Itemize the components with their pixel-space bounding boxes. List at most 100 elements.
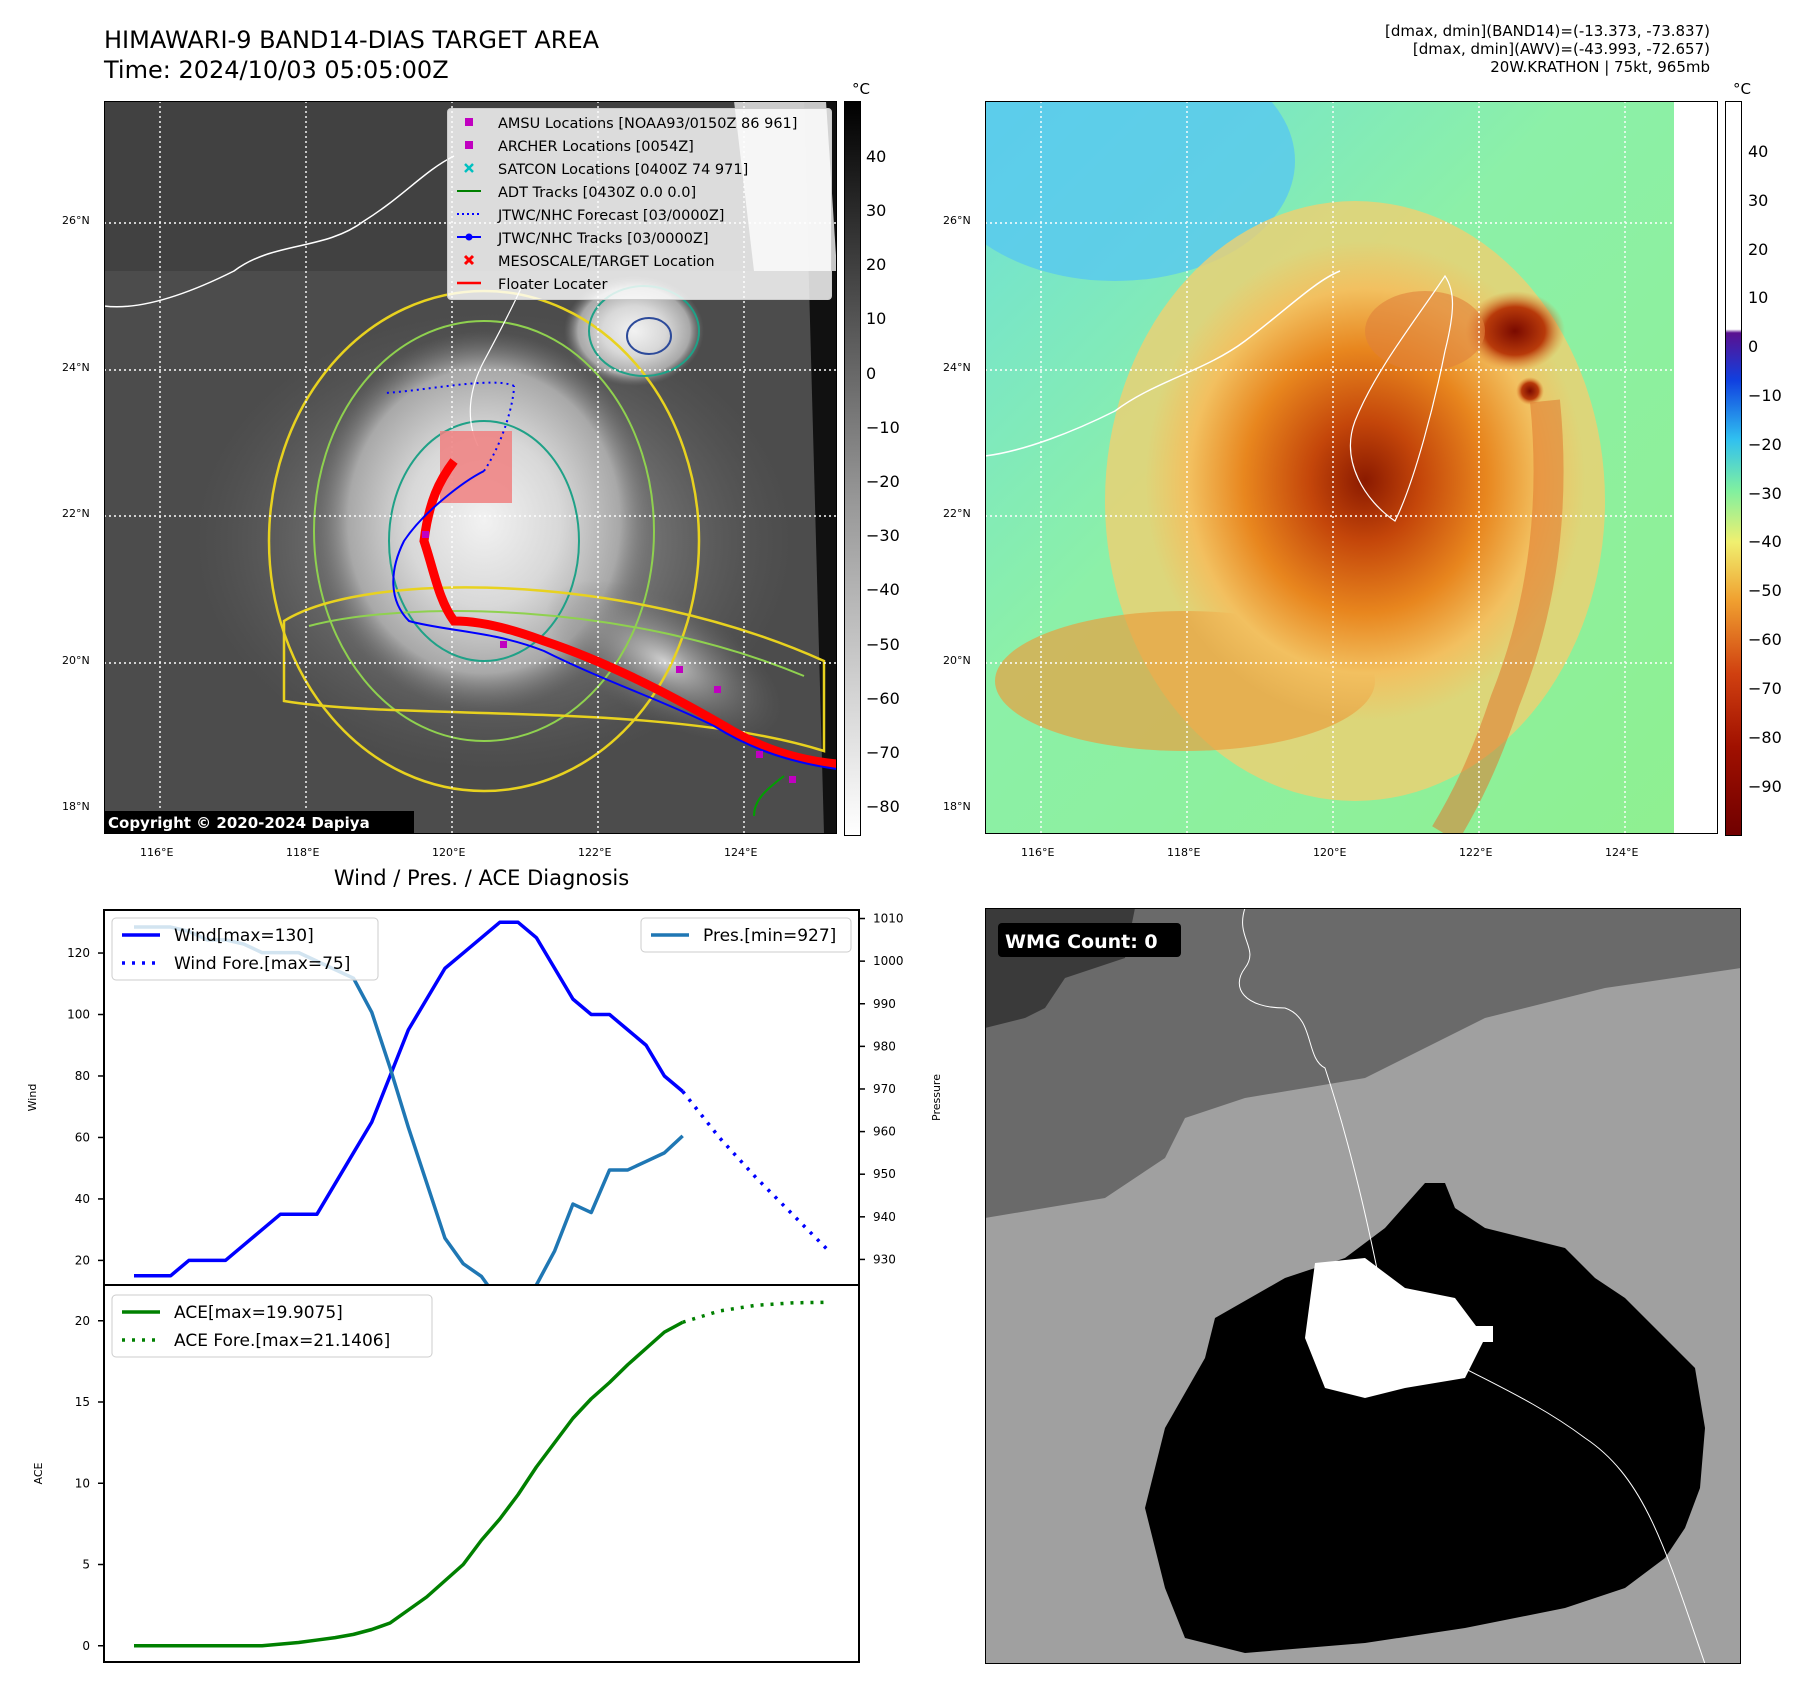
wind-series-line-1 bbox=[681, 1090, 831, 1253]
ace-ytick-label: 5 bbox=[82, 1558, 90, 1572]
legend-label-adt: ADT Tracks [0430Z 0.0 0.0] bbox=[498, 185, 697, 201]
lat-label-26n: 26°N bbox=[62, 214, 90, 227]
ace-ytick-label: 20 bbox=[75, 1314, 90, 1328]
ace-forecast-legend-label: ACE Fore.[max=21.1406] bbox=[174, 1331, 390, 1351]
cb2-tick-m50: −50 bbox=[1748, 581, 1782, 600]
ace-legend-box bbox=[111, 1294, 433, 1358]
figure-time: Time: 2024/10/03 05:05:00Z bbox=[104, 56, 449, 84]
wind-ytick-label: 100 bbox=[67, 1008, 90, 1022]
colorbar-awv bbox=[1725, 101, 1742, 836]
lon2-label-124e: 124°E bbox=[1605, 846, 1639, 859]
cb1-tick-m80: −80 bbox=[866, 797, 900, 816]
ace-ytick-label: 15 bbox=[75, 1395, 90, 1409]
legend-label-archer: ARCHER Locations [0054Z] bbox=[498, 139, 694, 155]
legend-marker-amsu bbox=[465, 118, 473, 126]
lat2-label-18n: 18°N bbox=[943, 800, 971, 813]
wind-legend-box bbox=[111, 917, 379, 981]
cb1-tick-m10: −10 bbox=[866, 418, 900, 437]
cb2-tick-m90: −90 bbox=[1748, 777, 1782, 796]
legend-label-floater: Floater Locater bbox=[498, 277, 608, 293]
lat2-label-20n: 20°N bbox=[943, 654, 971, 667]
lat-label-22n: 22°N bbox=[62, 507, 90, 520]
cb2-tick-0: 0 bbox=[1748, 337, 1759, 356]
cb2-tick-m20: −20 bbox=[1748, 435, 1782, 454]
cb1-tick-m70: −70 bbox=[866, 743, 900, 762]
cb2-tick-m80: −80 bbox=[1748, 728, 1782, 747]
cb2-tick-20: 20 bbox=[1748, 240, 1769, 259]
pressure-ytick-label: 930 bbox=[873, 1252, 896, 1266]
pressure-ytick-label: 1010 bbox=[873, 912, 904, 926]
colorbar-ir-unit: °C bbox=[852, 80, 870, 98]
cb1-tick-m50: −50 bbox=[866, 635, 900, 654]
pressure-ytick-label: 1000 bbox=[873, 954, 904, 968]
cb1-tick-40: 40 bbox=[866, 147, 887, 166]
wind-forecast-legend-label: Wind Fore.[max=75] bbox=[174, 954, 350, 974]
diagnosis-title: Wind / Pres. / ACE Diagnosis bbox=[333, 866, 630, 890]
pressure-ytick-label: 960 bbox=[873, 1125, 896, 1139]
cb1-tick-20: 20 bbox=[866, 255, 887, 274]
wmg-count-label: WMG Count: 0 bbox=[1005, 931, 1158, 953]
ace-ytick-label: 10 bbox=[75, 1476, 90, 1490]
lat-label-18n: 18°N bbox=[62, 800, 90, 813]
cb1-tick-30: 30 bbox=[866, 201, 887, 220]
lat-label-20n: 20°N bbox=[62, 654, 90, 667]
cb2-tick-m70: −70 bbox=[1748, 679, 1782, 698]
lon2-label-120e: 120°E bbox=[1313, 846, 1347, 859]
colorbar-ir bbox=[844, 101, 861, 836]
wind-pressure-chart: 20 40 60 80 100 120 930 940 950 960 970 980 990 1000 1… bbox=[26, 909, 943, 1304]
legend-marker-target bbox=[463, 254, 475, 266]
lon-label-120e: 120°E bbox=[432, 846, 466, 859]
ace-legend-label: ACE[max=19.9075] bbox=[174, 1303, 343, 1323]
cb1-tick-m30: −30 bbox=[866, 526, 900, 545]
cb2-tick-m60: −60 bbox=[1748, 630, 1782, 649]
legend-label-forecast: JTWC/NHC Forecast [03/0000Z] bbox=[498, 208, 725, 224]
ace-chart: 0 5 10 15 20 ACE ACE[max=19.9075] ACE Fore.[max… bbox=[32, 1284, 860, 1663]
wind-axis-label: Wind bbox=[26, 1084, 39, 1112]
lat2-label-24n: 24°N bbox=[943, 361, 971, 374]
lon2-label-122e: 122°E bbox=[1459, 846, 1493, 859]
colorbar-awv-unit: °C bbox=[1733, 80, 1751, 98]
figure-title: HIMAWARI-9 BAND14-DIAS TARGET AREA bbox=[104, 26, 600, 54]
cb1-tick-m40: −40 bbox=[866, 580, 900, 599]
wind-ytick-label: 20 bbox=[75, 1253, 90, 1267]
cb1-tick-0: 0 bbox=[866, 364, 877, 383]
cb2-tick-m40: −40 bbox=[1748, 532, 1782, 551]
pressure-legend-label: Pres.[min=927] bbox=[703, 926, 836, 946]
info-awv: [dmax, dmin](AWV)=(-43.993, -72.657) bbox=[1412, 40, 1710, 58]
legend-label-tracks: JTWC/NHC Tracks [03/0000Z] bbox=[498, 231, 709, 247]
lon-label-124e: 124°E bbox=[724, 846, 758, 859]
cb2-tick-40: 40 bbox=[1748, 142, 1769, 161]
wind-ytick-label: 60 bbox=[75, 1130, 90, 1144]
legend-markers bbox=[457, 118, 481, 285]
lat2-label-26n: 26°N bbox=[943, 214, 971, 227]
pressure-ytick-label: 950 bbox=[873, 1167, 896, 1181]
map-legend: AMSU Locations [NOAA93/0150Z 86 961] ARC… bbox=[447, 108, 832, 300]
diagnosis-chart: 2040608010012093094095096097098099010001… bbox=[26, 909, 943, 1663]
pressure-ytick-label: 980 bbox=[873, 1039, 896, 1053]
cb1-tick-m20: −20 bbox=[866, 472, 900, 491]
pressure-ytick-label: 990 bbox=[873, 997, 896, 1011]
wind-ytick-label: 40 bbox=[75, 1192, 90, 1206]
legend-marker-archer bbox=[465, 141, 473, 149]
enhanced-map-panel bbox=[985, 101, 1718, 834]
wind-series-line-0 bbox=[134, 920, 684, 1278]
diagnostic-info: [dmax, dmin](BAND14)=(-13.373, -73.837) … bbox=[1385, 22, 1710, 76]
cb2-tick-10: 10 bbox=[1748, 288, 1769, 307]
cb2-tick-m30: −30 bbox=[1748, 484, 1782, 503]
copyright-label: Copyright © 2020-2024 Dapiya bbox=[108, 814, 370, 832]
pressure-ytick-label: 970 bbox=[873, 1082, 896, 1096]
ace-axis-label: ACE bbox=[32, 1462, 45, 1484]
wmg-panel: WMG Count: 0 bbox=[985, 908, 1741, 1664]
legend-label-target: MESOSCALE/TARGET Location bbox=[498, 254, 715, 270]
cb2-tick-m10: −10 bbox=[1748, 386, 1782, 405]
info-band14: [dmax, dmin](BAND14)=(-13.373, -73.837) bbox=[1385, 22, 1710, 40]
legend-marker-tracks bbox=[457, 233, 481, 241]
cb2-tick-30: 30 bbox=[1748, 191, 1769, 210]
legend-label-satcon: SATCON Locations [0400Z 74 971] bbox=[498, 162, 749, 178]
pressure-legend-box bbox=[640, 917, 852, 953]
ace-ytick-label: 0 bbox=[82, 1639, 90, 1653]
lon2-label-116e: 116°E bbox=[1021, 846, 1055, 859]
cb1-tick-10: 10 bbox=[866, 309, 887, 328]
info-storm: 20W.KRATHON | 75kt, 965mb bbox=[1490, 58, 1710, 76]
